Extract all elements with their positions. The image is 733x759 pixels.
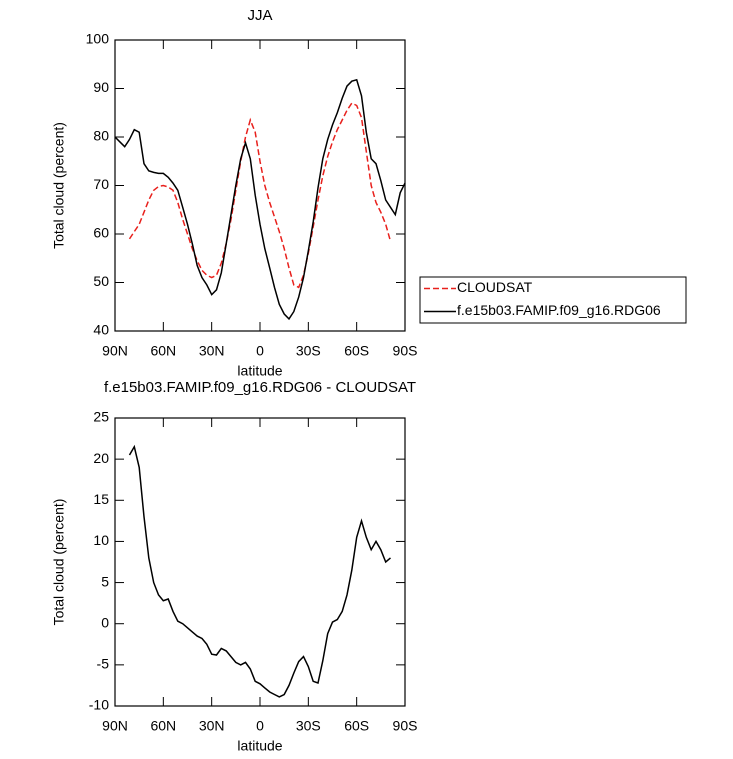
- x-axis-label: latitude: [237, 738, 282, 754]
- y-tick-label: 90: [93, 79, 109, 95]
- y-tick-label: 100: [86, 31, 110, 47]
- x-tick-label: 90N: [102, 718, 128, 734]
- chart-title: JJA: [247, 7, 272, 24]
- y-tick-label: 40: [93, 322, 109, 338]
- legend-label: f.e15b03.FAMIP.f09_g16.RDG06: [457, 302, 661, 318]
- data-line: [114, 78, 406, 321]
- x-tick-label: 90N: [102, 343, 128, 359]
- legend-label: CLOUDSAT: [457, 279, 533, 295]
- x-tick-label: 60S: [344, 343, 369, 359]
- data-line: [128, 102, 392, 289]
- x-tick-label: 60S: [344, 718, 369, 734]
- x-tick-label: 90S: [393, 343, 418, 359]
- x-axis-label: latitude: [237, 363, 282, 379]
- y-tick-label: 25: [93, 409, 109, 425]
- x-tick-label: 90S: [393, 718, 418, 734]
- y-tick-label: 50: [93, 273, 109, 289]
- plot-frame: [114, 417, 406, 707]
- y-tick-label: 5: [101, 573, 109, 589]
- x-tick-label: 0: [256, 343, 264, 359]
- x-tick-label: 30S: [296, 718, 321, 734]
- x-tick-label: 30N: [199, 718, 225, 734]
- data-line: [128, 444, 391, 698]
- y-tick-label: 15: [93, 491, 109, 507]
- y-tick-label: 60: [93, 225, 109, 241]
- legend-box: [419, 276, 687, 324]
- x-tick-label: 60N: [150, 343, 176, 359]
- y-tick-label: -5: [97, 656, 110, 672]
- y-tick-label: 70: [93, 176, 109, 192]
- plot-frame: [114, 39, 406, 332]
- x-tick-label: 30N: [199, 343, 225, 359]
- chart-title: f.e15b03.FAMIP.f09_g16.RDG06 - CLOUDSAT: [104, 379, 416, 396]
- y-tick-label: -10: [89, 697, 109, 713]
- x-tick-label: 0: [256, 718, 264, 734]
- y-axis-label: Total cloud (percent): [51, 499, 67, 626]
- y-tick-label: 0: [101, 614, 109, 630]
- x-tick-label: 60N: [150, 718, 176, 734]
- y-tick-label: 10: [93, 532, 109, 548]
- x-tick-label: 30S: [296, 343, 321, 359]
- y-axis-label: Total cloud (percent): [51, 122, 67, 249]
- y-tick-label: 80: [93, 128, 109, 144]
- y-tick-label: 20: [93, 450, 109, 466]
